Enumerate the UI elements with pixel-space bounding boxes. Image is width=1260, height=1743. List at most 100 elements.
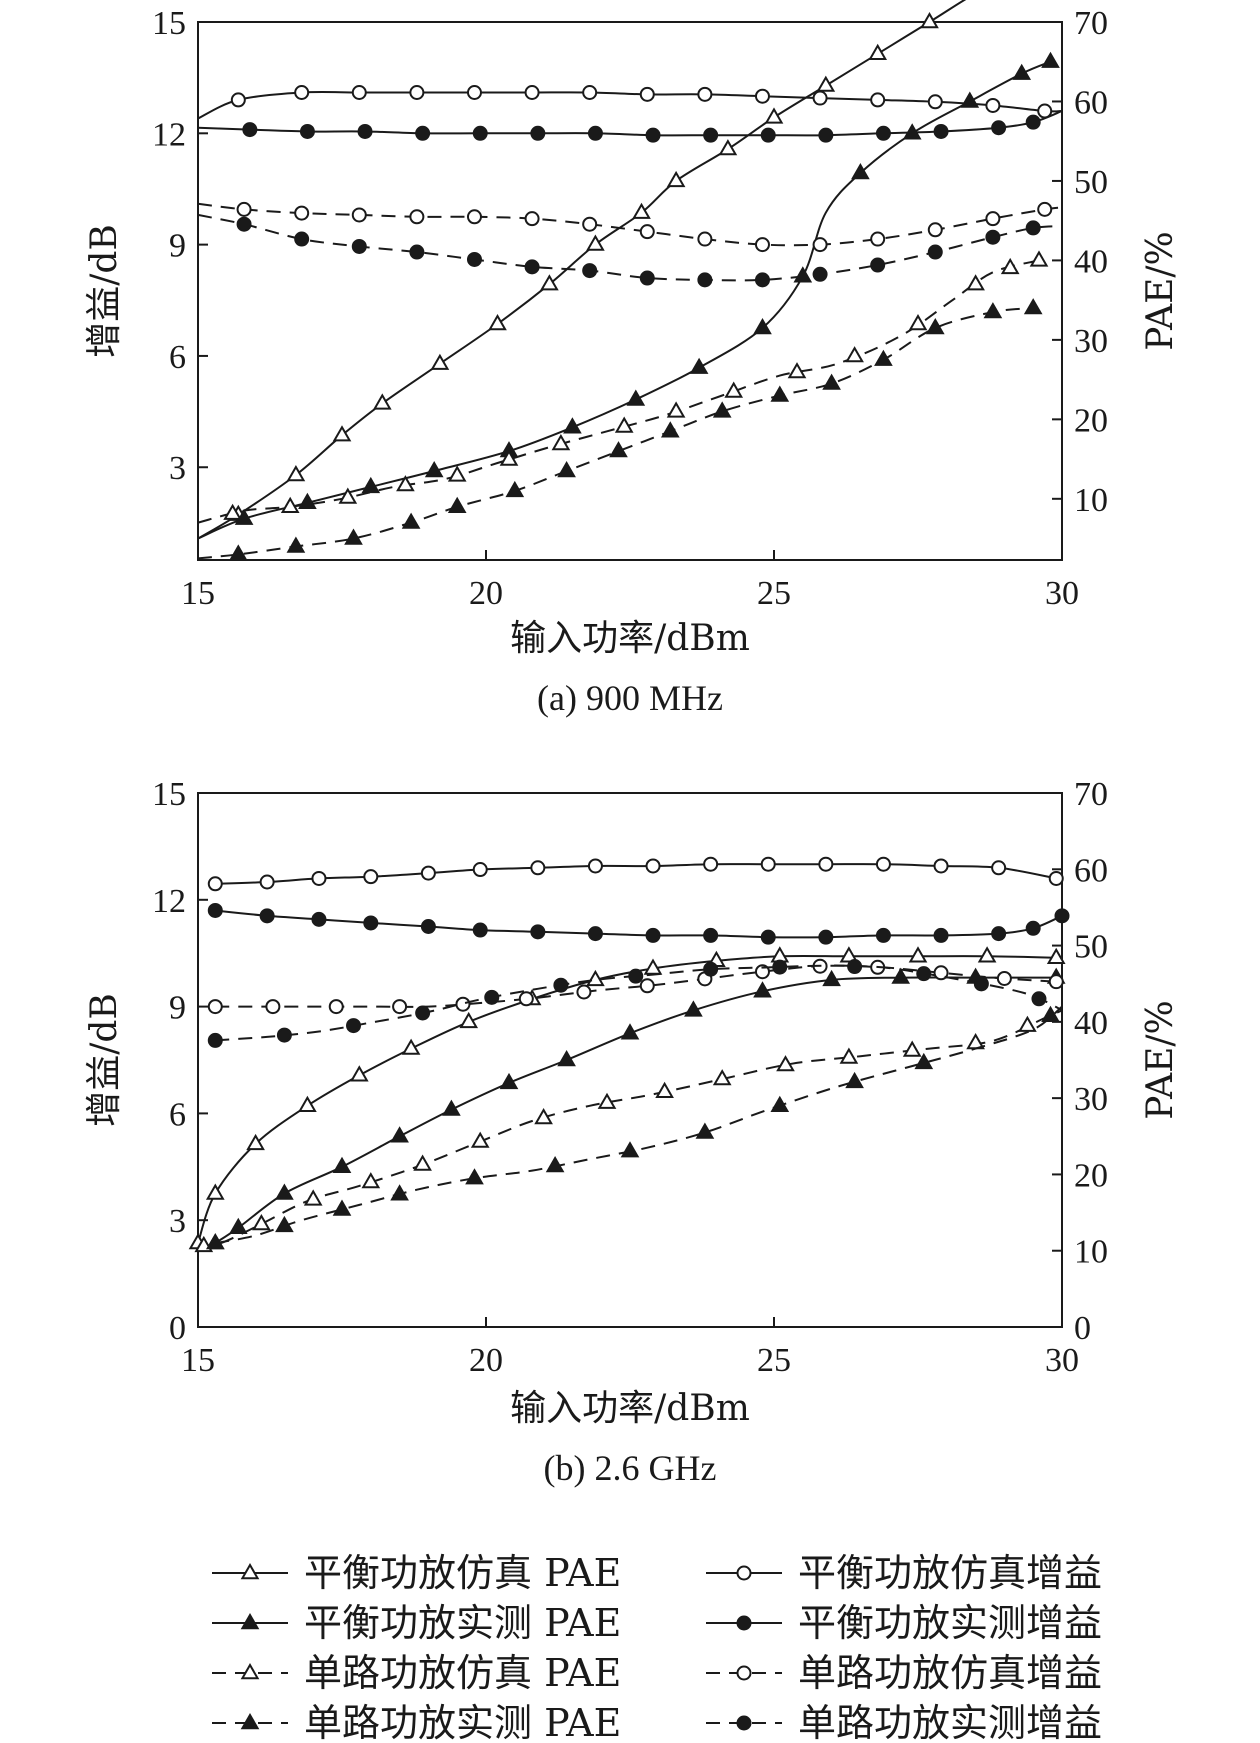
legend-label-6: 单路功放实测 PAE [304, 1701, 621, 1743]
data-point-a-6-7 [639, 224, 655, 240]
legend-entry-1: 平衡功放仿真增益 [706, 1551, 1102, 1595]
data-point-b-6-5 [518, 991, 534, 1007]
data-point-a-3-8 [660, 421, 680, 438]
data-point-a-0-14 [920, 11, 939, 29]
data-point-a-1-10 [851, 162, 870, 180]
series-a-单路功放仿真-pae [197, 250, 1049, 524]
data-point-b-7-9 [847, 959, 863, 975]
data-point-a-0-2 [332, 425, 352, 442]
legend-entry-7: 单路功放实测增益 [706, 1701, 1102, 1743]
series-line-b-6 [215, 964, 1057, 1008]
data-point-b-7-8 [772, 959, 788, 975]
data-point-b-1-9 [684, 1000, 703, 1017]
data-point-a-1-13 [1012, 63, 1032, 80]
data-point-a-7-3 [409, 244, 425, 260]
data-point-b-6-6 [576, 984, 592, 1000]
data-point-b-5-6 [530, 924, 546, 940]
data-point-b-4-12 [875, 856, 891, 872]
data-point-b-0-15 [1046, 947, 1066, 964]
data-point-b-6-7 [639, 978, 655, 994]
data-point-a-2-8 [666, 401, 686, 418]
data-point-b-7-1 [276, 1027, 292, 1043]
data-point-a-6-4 [466, 209, 482, 225]
data-point-a-2-13 [966, 274, 985, 291]
data-point-b-1-10 [753, 981, 772, 998]
y2-tick-label-b-30: 30 [1074, 1081, 1108, 1118]
data-point-a-0-10 [718, 139, 738, 156]
data-point-b-2-6 [534, 1107, 553, 1125]
data-point-b-7-12 [1031, 991, 1047, 1007]
data-point-a-4-13 [985, 97, 1001, 113]
data-point-a-1-5 [563, 417, 582, 434]
data-point-b-3-5 [545, 1155, 565, 1173]
data-point-a-0-4 [430, 353, 450, 370]
series-b-单路功放仿真-pae [194, 1009, 1063, 1253]
data-point-a-4-10 [812, 90, 828, 106]
data-point-a-6-1 [294, 205, 310, 221]
data-point-b-1-7 [557, 1049, 576, 1067]
data-point-b-2-14 [1018, 1015, 1037, 1032]
data-point-b-7-11 [973, 976, 989, 992]
data-point-a-5-3 [415, 125, 431, 141]
data-point-a-5-7 [645, 127, 661, 143]
data-point-a-5-2 [357, 123, 373, 139]
legend-marker-6 [240, 1712, 260, 1730]
data-point-b-1-11 [822, 969, 841, 987]
data-point-a-6-8 [697, 231, 713, 247]
y2-axis-label-a: PAE/% [1140, 231, 1181, 351]
y2-tick-label-a-20: 20 [1074, 402, 1108, 439]
data-point-a-4-0 [230, 92, 246, 108]
data-point-b-3-2 [332, 1199, 352, 1216]
data-point-b-2-5 [470, 1131, 490, 1148]
data-point-b-1-6 [499, 1072, 519, 1090]
data-point-b-7-3 [415, 1005, 431, 1021]
legend-marker-2 [240, 1612, 260, 1630]
data-point-a-3-15 [1023, 298, 1043, 315]
data-point-b-4-8 [645, 858, 661, 874]
data-point-a-0-5 [488, 313, 507, 331]
data-point-a-6-6 [582, 216, 598, 232]
y2-tick-label-a-30: 30 [1074, 323, 1108, 360]
panel-caption-a: (a) 900 MHz [537, 678, 723, 718]
series-a-平衡功放实测-pae [197, 51, 1060, 540]
data-point-b-4-3 [363, 869, 379, 885]
data-point-a-6-3 [409, 209, 425, 225]
y2-axis-label-b: PAE/% [1140, 1000, 1181, 1120]
data-point-a-5-5 [530, 125, 546, 141]
series-line-a-3 [197, 307, 1034, 560]
data-point-b-7-0 [207, 1032, 223, 1048]
plot-frame-b [197, 792, 1063, 1328]
y2-tick-label-a-70: 70 [1074, 5, 1108, 42]
y-tick-label-a-15: 15 [152, 5, 186, 42]
series-a-单路功放实测增益 [197, 213, 1063, 288]
data-point-b-4-7 [587, 858, 603, 874]
y-tick-label-b-0: 0 [169, 1310, 186, 1347]
data-point-a-2-12 [908, 313, 928, 331]
data-point-b-4-14 [991, 860, 1007, 876]
legend-marker-0 [240, 1562, 260, 1580]
data-point-b-5-8 [645, 927, 661, 943]
series-line-b-2 [197, 1009, 1063, 1248]
data-point-a-4-9 [754, 88, 770, 104]
legend-label-5: 单路功放仿真增益 [798, 1651, 1102, 1695]
data-point-a-1-3 [424, 460, 444, 478]
series-b-单路功放实测增益 [207, 959, 1063, 1048]
data-point-b-7-2 [346, 1018, 362, 1034]
data-point-a-7-6 [582, 263, 598, 279]
data-point-b-0-8 [586, 969, 605, 987]
data-point-b-2-10 [776, 1055, 795, 1072]
series-a-单路功放实测-pae [197, 298, 1043, 561]
data-point-a-5-0 [242, 122, 258, 138]
data-point-a-6-2 [351, 207, 367, 223]
y-tick-label-b-15: 15 [152, 776, 186, 813]
y2-tick-label-b-20: 20 [1074, 1157, 1108, 1194]
data-point-b-2-9 [712, 1069, 732, 1086]
data-point-a-4-2 [351, 84, 367, 100]
legend-label-1: 平衡功放仿真增益 [798, 1551, 1102, 1595]
data-point-b-6-2 [328, 999, 344, 1015]
series-b-单路功放实测-pae [205, 1005, 1063, 1250]
data-point-b-0-11 [770, 946, 790, 963]
data-point-a-3-14 [983, 302, 1003, 319]
data-point-a-5-4 [472, 125, 488, 141]
